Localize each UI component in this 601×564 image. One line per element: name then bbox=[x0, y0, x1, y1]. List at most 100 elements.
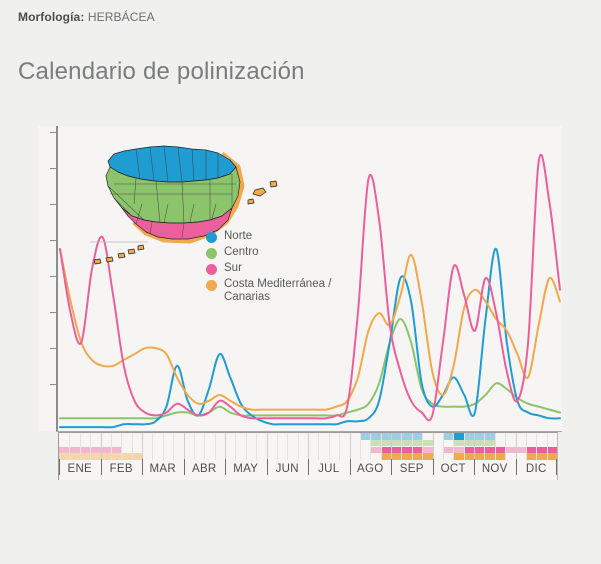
intensity-cell[interactable] bbox=[391, 446, 402, 454]
intensity-cell[interactable] bbox=[484, 439, 495, 447]
week-gridline bbox=[193, 433, 195, 460]
intensity-cell[interactable] bbox=[453, 439, 464, 447]
intensity-cell[interactable] bbox=[536, 453, 547, 460]
intensity-cell[interactable] bbox=[59, 453, 70, 460]
month-label-sep[interactable]: SEP bbox=[399, 463, 424, 475]
intensity-cell[interactable] bbox=[463, 439, 475, 447]
intensity-cell[interactable] bbox=[546, 446, 558, 454]
month-separator bbox=[142, 433, 143, 460]
intensity-cell[interactable] bbox=[121, 453, 132, 460]
intensity-cell[interactable] bbox=[505, 446, 516, 454]
legend-item-sur[interactable]: Sur bbox=[206, 262, 331, 275]
intensity-cell[interactable] bbox=[474, 439, 485, 447]
month-label-nov[interactable]: NOV bbox=[481, 463, 508, 475]
week-gridline bbox=[235, 433, 237, 460]
week-gridline bbox=[173, 433, 175, 460]
month-tick bbox=[225, 459, 226, 475]
y-tick bbox=[50, 312, 57, 313]
intensity-cell[interactable] bbox=[380, 453, 392, 460]
intensity-cell[interactable] bbox=[131, 453, 143, 460]
intensity-cell[interactable] bbox=[422, 439, 433, 447]
intensity-cell[interactable] bbox=[59, 446, 70, 454]
intensity-cell[interactable] bbox=[411, 433, 423, 440]
intensity-cell[interactable] bbox=[401, 433, 412, 440]
week-gridline bbox=[297, 433, 299, 460]
intensity-cell[interactable] bbox=[546, 453, 558, 460]
month-label-jul[interactable]: JUL bbox=[318, 463, 340, 475]
legend-dot-norte bbox=[206, 232, 217, 243]
intensity-row-centro bbox=[59, 439, 557, 447]
intensity-cell[interactable] bbox=[391, 433, 402, 440]
week-gridline bbox=[401, 433, 403, 460]
intensity-cell[interactable] bbox=[401, 439, 412, 447]
intensity-cell[interactable] bbox=[536, 446, 547, 454]
week-gridline bbox=[453, 433, 455, 460]
intensity-cell[interactable] bbox=[442, 446, 454, 454]
intensity-cell[interactable] bbox=[453, 453, 464, 460]
intensity-cell[interactable] bbox=[69, 453, 80, 460]
intensity-cell[interactable] bbox=[411, 439, 423, 447]
intensity-cell[interactable] bbox=[110, 453, 122, 460]
month-label-jun[interactable]: JUN bbox=[275, 463, 299, 475]
intensity-cell[interactable] bbox=[90, 446, 101, 454]
intensity-cell[interactable] bbox=[484, 453, 495, 460]
intensity-cell[interactable] bbox=[463, 433, 475, 440]
month-label-ene[interactable]: ENE bbox=[67, 463, 93, 475]
intensity-cell[interactable] bbox=[359, 433, 371, 440]
intensity-cell[interactable] bbox=[515, 446, 526, 454]
intensity-cell[interactable] bbox=[100, 446, 111, 454]
morfologia-value: HERBÁCEA bbox=[87, 10, 155, 24]
intensity-cell[interactable] bbox=[411, 446, 423, 454]
intensity-cell[interactable] bbox=[453, 446, 464, 454]
intensity-cell[interactable] bbox=[391, 453, 402, 460]
intensity-cell[interactable] bbox=[484, 446, 495, 454]
intensity-cell[interactable] bbox=[391, 439, 402, 447]
intensity-cell[interactable] bbox=[525, 446, 537, 454]
month-label-mar[interactable]: MAR bbox=[149, 463, 176, 475]
month-label-feb[interactable]: FEB bbox=[109, 463, 133, 475]
legend-item-norte[interactable]: Norte bbox=[206, 230, 331, 243]
morfologia-label: Morfología: bbox=[18, 10, 85, 24]
intensity-cell[interactable] bbox=[474, 446, 485, 454]
month-label-may[interactable]: MAY bbox=[233, 463, 259, 475]
intensity-cell[interactable] bbox=[422, 446, 433, 454]
intensity-cell[interactable] bbox=[79, 446, 91, 454]
intensity-cell[interactable] bbox=[494, 446, 506, 454]
legend-item-costa[interactable]: Costa Mediterránea / Canarias bbox=[206, 278, 331, 304]
intensity-cell[interactable] bbox=[494, 453, 506, 460]
intensity-cell[interactable] bbox=[525, 453, 537, 460]
intensity-cell[interactable] bbox=[453, 433, 464, 440]
intensity-cell[interactable] bbox=[422, 453, 433, 460]
intensity-cell[interactable] bbox=[79, 453, 91, 460]
intensity-cell[interactable] bbox=[110, 446, 122, 454]
week-gridline bbox=[121, 433, 123, 460]
intensity-cell[interactable] bbox=[370, 433, 381, 440]
month-label-ago[interactable]: AGO bbox=[357, 463, 384, 475]
month-label-dic[interactable]: DIC bbox=[525, 463, 547, 475]
intensity-cell[interactable] bbox=[370, 446, 381, 454]
intensity-cell[interactable] bbox=[401, 446, 412, 454]
intensity-cell[interactable] bbox=[411, 453, 423, 460]
intensity-cell[interactable] bbox=[380, 446, 392, 454]
legend-dot-centro bbox=[206, 248, 217, 259]
month-separator bbox=[391, 433, 392, 460]
intensity-cell[interactable] bbox=[474, 453, 485, 460]
intensity-cell[interactable] bbox=[484, 433, 495, 440]
intensity-cell[interactable] bbox=[380, 439, 392, 447]
intensity-cell[interactable] bbox=[100, 453, 111, 460]
legend-item-centro[interactable]: Centro bbox=[206, 246, 331, 259]
intensity-cell[interactable] bbox=[463, 453, 475, 460]
intensity-cell[interactable] bbox=[442, 433, 454, 440]
week-gridline bbox=[380, 433, 382, 460]
intensity-cell[interactable] bbox=[401, 453, 412, 460]
week-gridline bbox=[411, 433, 413, 460]
month-label-abr[interactable]: ABR bbox=[191, 463, 217, 475]
month-label-oct[interactable]: OCT bbox=[440, 463, 466, 475]
month-tick bbox=[183, 459, 185, 475]
intensity-cell[interactable] bbox=[90, 453, 101, 460]
intensity-cell[interactable] bbox=[474, 433, 485, 440]
intensity-cell[interactable] bbox=[69, 446, 80, 454]
intensity-cell[interactable] bbox=[463, 446, 475, 454]
intensity-cell[interactable] bbox=[380, 433, 392, 440]
intensity-cell[interactable] bbox=[370, 439, 381, 447]
